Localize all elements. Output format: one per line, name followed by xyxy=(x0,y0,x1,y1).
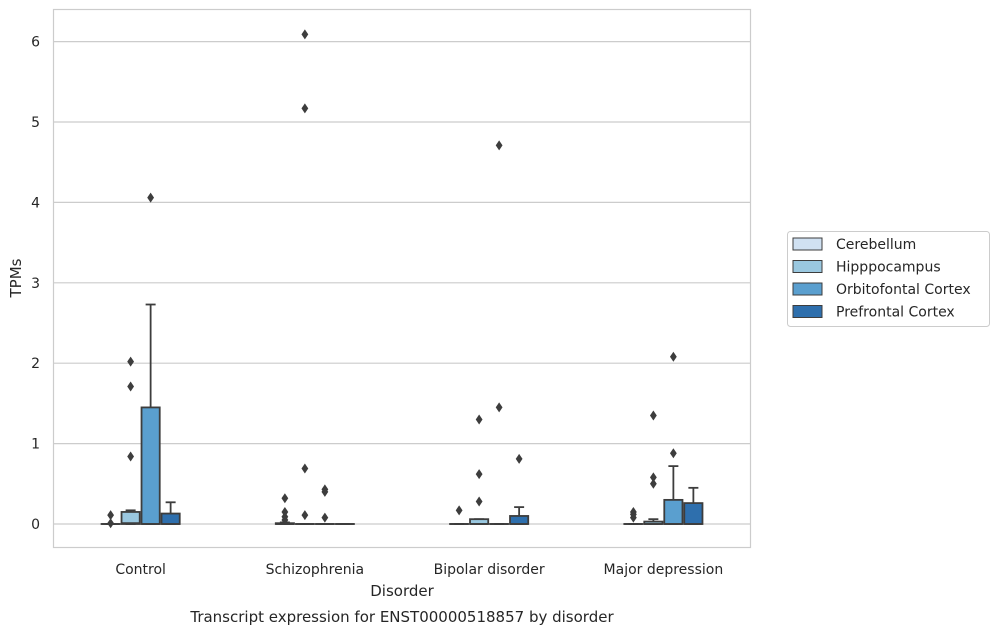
y-tick-label: 4 xyxy=(31,195,40,211)
x-tick-label: Control xyxy=(115,562,166,578)
outlier-point xyxy=(127,451,135,462)
y-tick-label: 3 xyxy=(31,276,40,292)
box xyxy=(140,406,161,525)
box-group xyxy=(160,501,181,525)
outlier-point xyxy=(321,512,329,523)
outlier-point xyxy=(649,478,657,489)
outlier-point xyxy=(495,140,503,151)
box-group xyxy=(469,414,490,525)
outlier-point xyxy=(475,496,483,507)
outlier-point xyxy=(475,469,483,480)
series-orbitofontal-cortex xyxy=(140,140,684,525)
box-series xyxy=(100,29,704,529)
y-tick-label: 5 xyxy=(31,115,40,131)
gridlines xyxy=(53,40,751,525)
plot-area-frame xyxy=(52,8,752,549)
legend-label: Cerebellum xyxy=(836,237,916,253)
outlier-point xyxy=(301,29,309,40)
y-tick-label: 1 xyxy=(31,437,40,453)
box-group xyxy=(120,356,141,525)
legend-swatch xyxy=(792,282,823,296)
y-tick-label: 6 xyxy=(31,35,40,51)
box-group xyxy=(449,505,470,525)
y-axis-ticks: 0 1 2 3 4 5 6 xyxy=(31,35,40,533)
outlier-point xyxy=(301,463,309,474)
box-group xyxy=(643,410,664,525)
box xyxy=(120,511,141,525)
legend: Cerebellum Hipppocampus Orbitofontal Corte… xyxy=(787,231,990,327)
x-tick-label: Schizophrenia xyxy=(266,562,364,578)
outlier-point xyxy=(495,402,503,413)
legend-items: Cerebellum Hipppocampus Orbitofontal Corte… xyxy=(792,237,971,321)
outlier-point xyxy=(281,493,289,504)
outlier-point xyxy=(649,410,657,421)
outlier-point xyxy=(301,103,309,114)
legend-swatch xyxy=(792,305,823,318)
outlier-point xyxy=(629,512,637,523)
outlier-point xyxy=(669,448,677,459)
box-group xyxy=(314,484,335,525)
box-group xyxy=(274,493,295,525)
x-axis-ticks: Control Schizophrenia Bipolar disorder Majo… xyxy=(115,562,723,578)
box xyxy=(683,502,704,525)
legend-label: Orbitofontal Cortex xyxy=(836,282,971,298)
x-tick-label: Major depression xyxy=(604,562,724,578)
y-axis-title: TPMs xyxy=(7,258,25,298)
outlier-point xyxy=(107,510,115,521)
series-prefrontal-cortex xyxy=(160,453,704,525)
series-cerebellum xyxy=(100,493,644,529)
box-group xyxy=(683,486,704,525)
box xyxy=(160,512,181,525)
outlier-point xyxy=(455,505,463,516)
outlier-point xyxy=(147,192,155,203)
box-group xyxy=(509,453,530,525)
outlier-point xyxy=(127,356,135,367)
legend-swatch xyxy=(792,237,823,251)
outlier-point xyxy=(301,510,309,521)
legend-swatch xyxy=(792,260,823,273)
outlier-point xyxy=(107,518,115,529)
box-group xyxy=(623,506,644,525)
box-group xyxy=(294,29,315,525)
outlier-point xyxy=(321,486,329,497)
box-group xyxy=(100,510,121,529)
x-axis-title: Disorder xyxy=(370,582,434,600)
legend-frame xyxy=(787,231,990,327)
legend-label: Hipppocampus xyxy=(836,260,941,276)
outlier-point xyxy=(515,453,523,464)
box-group xyxy=(140,192,161,525)
box-group xyxy=(663,351,684,525)
box xyxy=(663,498,684,525)
legend-label: Prefrontal Cortex xyxy=(836,305,955,321)
outlier-point xyxy=(669,351,677,362)
outlier-point xyxy=(475,414,483,425)
series-hipppocampus xyxy=(120,29,664,525)
box xyxy=(509,515,530,525)
y-tick-label: 2 xyxy=(31,356,40,372)
y-tick-label: 0 xyxy=(31,517,40,533)
x-tick-label: Bipolar disorder xyxy=(434,562,545,578)
outlier-point xyxy=(281,514,289,525)
outlier-point xyxy=(127,381,135,392)
chart-caption: Transcript expression for ENST0000051885… xyxy=(189,608,614,626)
box-group xyxy=(489,140,510,525)
outlier-point xyxy=(649,472,657,483)
